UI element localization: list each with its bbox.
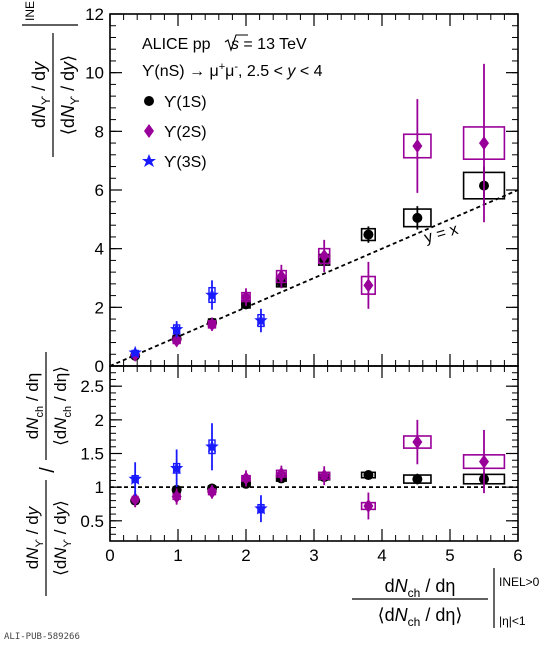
- bottom-panel-marks: [110, 419, 518, 523]
- bottom-point-2s: [171, 489, 182, 504]
- bottom-point-3s: [254, 501, 268, 515]
- top-point-3s: [254, 313, 268, 327]
- reference-line-annotation: y = x: [422, 221, 460, 247]
- svg-text:⟨dNϒ / dy⟩: ⟨dNϒ / dy⟩: [58, 55, 82, 135]
- svg-text:⟨dNch / dη⟩: ⟨dNch / dη⟩: [51, 366, 74, 446]
- x-tick-label: 5: [445, 546, 454, 565]
- legend-marker-diamond: [144, 124, 154, 138]
- x-tick-label: 3: [309, 546, 318, 565]
- svg-text:|η|<1: |η|<1: [499, 614, 526, 628]
- legend-header-line1: ALICE pp s = 13 TeV: [142, 36, 307, 53]
- legend-entry-2s: ϒ(2S): [144, 124, 207, 141]
- bottom-point-2s: [363, 499, 374, 513]
- top-y-tick-label: 8: [95, 122, 104, 141]
- top-series-1s: [130, 166, 506, 361]
- top-point-3s: [128, 345, 142, 359]
- x-tick-label: 1: [173, 546, 182, 565]
- x-tick-label: 0: [105, 546, 114, 565]
- bottom-panel-frame: [109, 365, 519, 542]
- bottom-point-1s: [363, 470, 374, 481]
- bottom-point-1s: [412, 474, 423, 485]
- bottom-y-tick-label: 2: [95, 411, 104, 430]
- svg-text:INEL>0: INEL>0: [23, 0, 37, 21]
- bottom-y-axis-label: dNϒ / dy ⟨dNϒ / dy⟩ / dNch / dη ⟨dNch / …: [23, 352, 74, 596]
- bottom-y-tick-label: 2.5: [80, 377, 104, 396]
- x-axis-label: dNch / dη ⟨dNch / dη⟩ INEL>0 |η|<1: [352, 568, 540, 629]
- legend-header-line2: ϒ(nS) → μ+μ-, 2.5 < y < 4: [142, 61, 323, 80]
- top-point-2s: [241, 290, 251, 305]
- x-tick-label: 2: [241, 546, 250, 565]
- legend-entry-1s: ϒ(1S): [144, 94, 207, 111]
- top-y-tick-label: 12: [85, 5, 104, 24]
- bottom-point-2s: [241, 471, 251, 486]
- bottom-point-3s: [205, 439, 219, 453]
- bottom-panel-axes: 0.5 1 1.5 2 2.5 0 1 2 3 4 5 6: [80, 365, 523, 565]
- top-panel-axes: 0 2 4 6 8 10 12: [85, 5, 519, 376]
- top-series-3s: [128, 280, 268, 359]
- svg-text:dNϒ / dy: dNϒ / dy: [23, 505, 46, 569]
- bottom-point-3s: [128, 472, 142, 485]
- legend-marker-star: [142, 154, 156, 167]
- top-y-tick-label: 4: [95, 240, 104, 259]
- bottom-point-2s: [479, 454, 489, 469]
- bottom-y-tick-label: 0.5: [80, 512, 104, 531]
- top-point-2s: [276, 269, 287, 284]
- top-y-axis-label: dNϒ / dy ⟨dNϒ / dy⟩ INEL>0: [22, 0, 82, 157]
- top-reference-line: [109, 189, 519, 367]
- top-y-tick-label: 0: [95, 357, 104, 376]
- legend-label-3s: ϒ(3S): [164, 154, 207, 171]
- top-point-2s: [363, 278, 374, 293]
- legend-marker-circle: [144, 96, 154, 106]
- top-y-tick-label: 10: [85, 64, 104, 83]
- svg-text:dNϒ / dy: dNϒ / dy: [29, 61, 53, 128]
- legend-entry-3s: ϒ(3S): [142, 154, 207, 171]
- top-y-tick-label: 2: [95, 298, 104, 317]
- bottom-point-2s: [130, 492, 141, 507]
- top-point-1s: [412, 212, 423, 223]
- x-tick-label: 4: [377, 546, 386, 565]
- x-tick-label: 6: [513, 546, 522, 565]
- legend-label-1s: ϒ(1S): [164, 94, 207, 111]
- top-panel-marks: [109, 63, 519, 367]
- top-point-1s: [363, 229, 374, 240]
- svg-text:⟨dNϒ / dy⟩: ⟨dNϒ / dy⟩: [51, 500, 74, 576]
- bottom-y-tick-label: 1: [95, 478, 104, 497]
- top-point-2s: [412, 139, 423, 153]
- bottom-series-3s: [128, 423, 268, 523]
- top-point-2s: [207, 317, 217, 332]
- bottom-point-2s: [412, 435, 423, 450]
- publication-id: ALI-PUB-589266: [4, 632, 80, 642]
- bottom-point-2s: [276, 466, 287, 481]
- top-y-tick-label: 6: [95, 181, 104, 200]
- svg-text:dNch / dη: dNch / dη: [23, 373, 46, 439]
- top-point-2s: [319, 249, 330, 263]
- legend-label-2s: ϒ(2S): [164, 124, 207, 141]
- bottom-point-2s: [207, 484, 217, 499]
- bottom-series-2s: [130, 419, 506, 520]
- bottom-y-tick-label: 1.5: [80, 445, 104, 464]
- svg-text:dNch / dη: dNch / dη: [385, 576, 456, 600]
- top-point-2s: [171, 333, 182, 348]
- svg-text:⟨dNch / dη⟩: ⟨dNch / dη⟩: [378, 605, 463, 629]
- bottom-point-3s: [170, 461, 184, 474]
- top-point-2s: [479, 136, 489, 151]
- svg-text:/: /: [37, 467, 59, 473]
- top-point-3s: [170, 322, 184, 335]
- sqrt-sign: [224, 34, 248, 52]
- svg-text:INEL>0: INEL>0: [499, 575, 540, 589]
- bottom-point-2s: [319, 468, 330, 483]
- top-point-3s: [205, 288, 219, 301]
